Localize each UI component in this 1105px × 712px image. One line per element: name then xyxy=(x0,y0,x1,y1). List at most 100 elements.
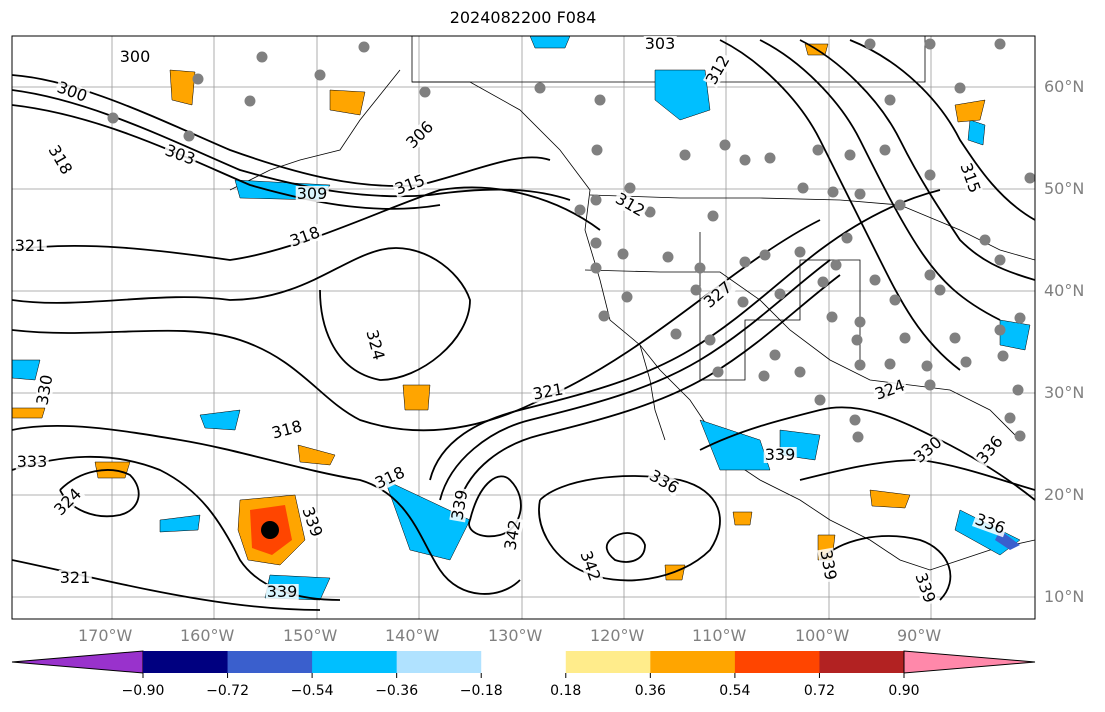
contour-label: 321 xyxy=(58,568,92,587)
station-marker xyxy=(679,149,691,161)
station-marker xyxy=(598,310,610,322)
storm-center xyxy=(261,521,279,539)
station-marker xyxy=(827,186,839,198)
contour-label: 321 xyxy=(13,236,47,255)
colorbar-swatch xyxy=(565,651,651,673)
station-marker xyxy=(617,248,629,260)
station-marker xyxy=(841,232,853,244)
station-marker xyxy=(591,144,603,156)
station-marker xyxy=(997,350,1009,362)
longitude-tick-label: 90°W xyxy=(897,626,942,645)
station-marker xyxy=(994,38,1006,50)
longitude-tick-label: 100°W xyxy=(795,626,850,645)
station-marker xyxy=(590,194,602,206)
colorbar-swatch xyxy=(227,651,313,673)
colorbar-swatch xyxy=(481,651,567,673)
station-marker xyxy=(844,149,856,161)
longitude-tick-label: 170°W xyxy=(78,626,133,645)
station-marker xyxy=(899,332,911,344)
station-marker xyxy=(594,94,606,106)
station-marker xyxy=(590,262,602,274)
colorbar-tick-label: 0.90 xyxy=(888,683,920,699)
latitude-tick-label: 20°N xyxy=(1044,485,1085,504)
station-marker xyxy=(624,182,636,194)
station-marker xyxy=(759,249,771,261)
contour-label: 339 xyxy=(763,445,797,464)
contour-label: 333 xyxy=(15,452,49,471)
colorbar-tick-label: 0.54 xyxy=(719,683,751,699)
station-marker xyxy=(797,182,809,194)
longitude-tick-label: 110°W xyxy=(692,626,747,645)
station-marker xyxy=(854,359,866,371)
longitude-tick-label: 140°W xyxy=(385,626,440,645)
colorbar-tick-label: −0.36 xyxy=(375,683,419,699)
station-marker xyxy=(719,139,731,151)
colorbar-swatch xyxy=(819,651,905,673)
station-marker xyxy=(662,251,674,263)
station-marker xyxy=(107,112,119,124)
station-marker xyxy=(924,169,936,181)
longitude-tick-label: 120°W xyxy=(590,626,645,645)
station-marker xyxy=(183,130,195,142)
station-marker xyxy=(854,188,866,200)
station-marker xyxy=(852,431,864,443)
station-marker xyxy=(758,370,770,382)
station-marker xyxy=(1012,384,1024,396)
colorbar-swatch xyxy=(734,651,820,673)
station-marker xyxy=(712,366,724,378)
station-marker xyxy=(889,294,901,306)
latitude-tick-label: 10°N xyxy=(1044,587,1085,606)
station-marker xyxy=(737,296,749,308)
station-marker xyxy=(949,332,961,344)
station-marker xyxy=(924,379,936,391)
colorbar-tick-label: −0.90 xyxy=(121,683,165,699)
station-marker xyxy=(256,51,268,63)
station-marker xyxy=(894,199,906,211)
station-marker xyxy=(774,288,786,300)
station-marker xyxy=(924,38,936,50)
station-marker xyxy=(739,154,751,166)
station-marker xyxy=(884,358,896,370)
plot-frame xyxy=(11,35,1036,620)
station-marker xyxy=(854,316,866,328)
station-marker xyxy=(849,414,861,426)
station-marker xyxy=(884,94,896,106)
station-marker xyxy=(979,234,991,246)
station-marker xyxy=(869,274,881,286)
station-marker xyxy=(851,334,863,346)
station-marker xyxy=(621,291,633,303)
station-marker xyxy=(954,82,966,94)
station-marker xyxy=(814,394,826,406)
station-marker xyxy=(864,38,876,50)
station-marker xyxy=(817,276,829,288)
station-marker xyxy=(994,324,1006,336)
colorbar-tick-label: −0.54 xyxy=(290,683,334,699)
station-marker xyxy=(670,328,682,340)
map-title: 2024082200 F084 xyxy=(449,8,597,27)
longitude-tick-label: 160°W xyxy=(180,626,235,645)
contour-label: 303 xyxy=(643,34,677,53)
colorbar-swatch xyxy=(143,651,229,673)
latitude-tick-label: 50°N xyxy=(1044,179,1085,198)
station-marker xyxy=(934,284,946,296)
station-marker xyxy=(739,256,751,268)
colorbar-tick-label: 0.18 xyxy=(550,683,582,699)
station-marker xyxy=(794,366,806,378)
longitude-tick-label: 130°W xyxy=(488,626,543,645)
colorbar xyxy=(11,650,1036,678)
coastlines xyxy=(229,36,1035,571)
station-marker xyxy=(534,82,546,94)
station-marker xyxy=(244,95,256,107)
station-marker xyxy=(960,356,972,368)
colorbar-extend-high xyxy=(903,650,1036,674)
station-marker xyxy=(794,246,806,258)
colorbar-swatch xyxy=(650,651,736,673)
latitude-tick-label: 60°N xyxy=(1044,77,1085,96)
station-marker xyxy=(994,254,1006,266)
positive-shading xyxy=(12,43,986,581)
station-marker xyxy=(1014,430,1026,442)
latitude-tick-label: 30°N xyxy=(1044,383,1085,402)
contour-label: 339 xyxy=(816,547,841,583)
map-plot-area xyxy=(12,36,1035,619)
